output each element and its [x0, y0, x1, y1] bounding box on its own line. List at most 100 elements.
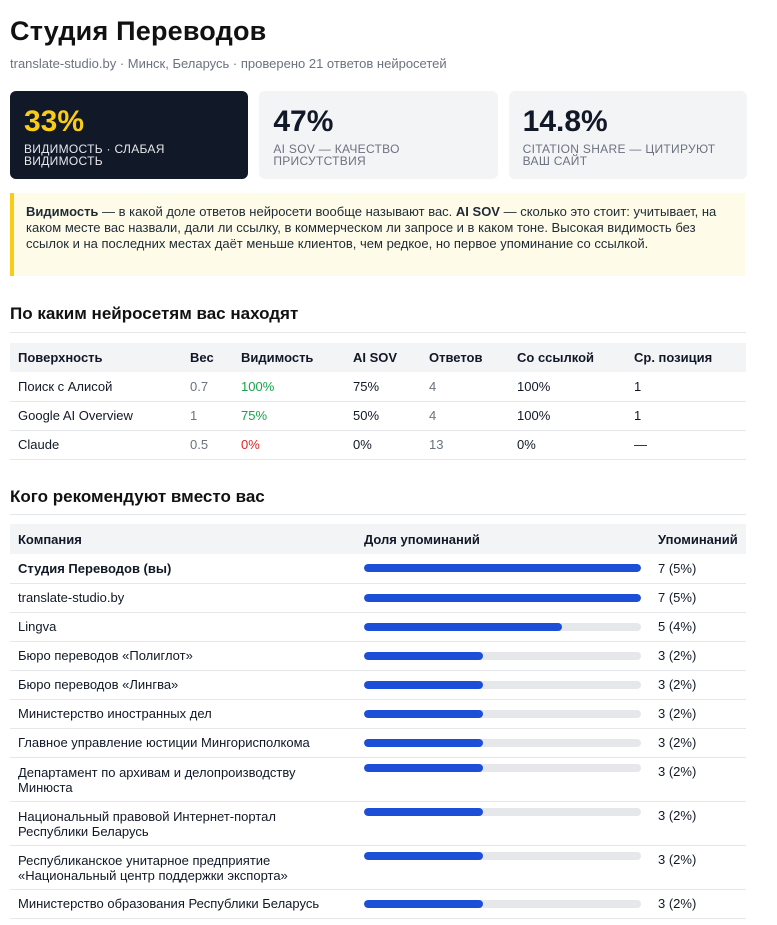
- page-title: Студия Переводов: [10, 16, 267, 46]
- note-term-ai-sov: AI SOV: [455, 204, 500, 219]
- share-bar-track: [364, 709, 641, 718]
- section-title-competitors: Кого рекомендуют вместо вас: [10, 487, 265, 506]
- cell-answers: 4: [421, 401, 509, 431]
- metric-card-citation-share: 14.8% Citation share — цитируют ваш сайт: [508, 91, 747, 179]
- share-bar-track: [364, 564, 641, 573]
- explanation-note: Видимость — в какой доле ответов нейросе…: [10, 193, 745, 276]
- share-bar-cell: [356, 728, 650, 758]
- column-header: Видимость: [233, 343, 345, 372]
- share-bar-fill: [364, 709, 483, 718]
- cell-visibility: 0%: [233, 430, 345, 460]
- share-bar-cell: [356, 583, 650, 613]
- share-bar-fill: [364, 651, 483, 660]
- share-bar-fill: [364, 763, 483, 772]
- company-name: Министерство иностранных дел: [10, 699, 356, 729]
- share-bar-track: [364, 851, 641, 860]
- mention-count: 7 (5%): [650, 583, 746, 613]
- section-title-surfaces: По каким нейросетям вас находят: [10, 304, 299, 323]
- competitors-table: Компания Доля упоминаний Упоминаний Студ…: [10, 524, 746, 919]
- share-bar-cell: [356, 641, 650, 671]
- share-bar-cell: [356, 699, 650, 729]
- column-header: Ср. позиция: [626, 343, 746, 372]
- table-row: Claude 0.5 0% 0% 13 0% —: [10, 430, 746, 460]
- table-row: Департамент по архивам и делопроизводств…: [10, 757, 746, 802]
- share-bar-cell: [356, 670, 650, 700]
- cell-sov: 50%: [345, 401, 421, 431]
- metric-label: Видимость · слабая видимость: [24, 142, 165, 168]
- share-bar-fill: [364, 564, 641, 573]
- metric-card-ai-sov: 47% AI SOV — качество присутствия: [259, 91, 498, 179]
- metric-value: 14.8%: [522, 105, 608, 138]
- table-row: translate-studio.by 7 (5%): [10, 583, 746, 613]
- share-bar-track: [364, 680, 641, 689]
- table-header-row: Поверхность Вес Видимость AI SOV Ответов…: [10, 343, 746, 372]
- cell-surface: Claude: [10, 430, 182, 460]
- table-row: Lingva 5 (4%): [10, 612, 746, 642]
- table-row: Google AI Overview 1 75% 50% 4 100% 1: [10, 401, 746, 431]
- metric-label: AI SOV — качество присутствия: [273, 142, 400, 168]
- cell-linked: 0%: [509, 430, 626, 460]
- page-subtitle: translate-studio.by · Минск, Беларусь · …: [10, 56, 447, 71]
- mention-count: 3 (2%): [650, 641, 746, 671]
- company-name: Республиканское унитарное предприятие «Н…: [10, 845, 356, 890]
- share-bar-cell: [356, 554, 650, 584]
- share-bar-track: [364, 651, 641, 660]
- cell-answers: 4: [421, 372, 509, 402]
- column-header: Со ссылкой: [509, 343, 626, 372]
- share-bar-cell: [356, 612, 650, 642]
- company-name: Главное управление юстиции Мингорисполко…: [10, 728, 356, 758]
- metric-card-visibility: 33% Видимость · слабая видимость: [10, 91, 249, 179]
- share-bar-fill: [364, 680, 483, 689]
- column-header: Компания: [10, 524, 356, 554]
- section-divider: [10, 332, 746, 333]
- mention-count: 3 (2%): [650, 728, 746, 758]
- cell-surface: Google AI Overview: [10, 401, 182, 431]
- mention-count: 3 (2%): [650, 801, 746, 846]
- share-bar-track: [364, 622, 641, 631]
- cell-position: —: [626, 430, 746, 460]
- share-bar-fill: [364, 899, 483, 908]
- mention-count: 7 (5%): [650, 554, 746, 584]
- column-header: Ответов: [421, 343, 509, 372]
- note-text-visibility: — в какой доле ответов нейросети вообще …: [98, 204, 456, 219]
- share-bar-fill: [364, 622, 562, 631]
- share-bar-fill: [364, 851, 483, 860]
- share-bar-track: [364, 593, 641, 602]
- mention-count: 3 (2%): [650, 889, 746, 919]
- mention-count: 5 (4%): [650, 612, 746, 642]
- cell-position: 1: [626, 401, 746, 431]
- table-row: Студия Переводов (вы) 7 (5%): [10, 554, 746, 584]
- company-name: Lingva: [10, 612, 356, 642]
- share-bar-track: [364, 738, 641, 747]
- share-bar-track: [364, 899, 641, 908]
- mention-count: 3 (2%): [650, 699, 746, 729]
- metric-label: Citation share — цитируют ваш сайт: [522, 142, 716, 168]
- cell-linked: 100%: [509, 401, 626, 431]
- table-row: Министерство образования Республики Бела…: [10, 889, 746, 919]
- cell-position: 1: [626, 372, 746, 402]
- company-name: Национальный правовой Интернет-портал Ре…: [10, 801, 356, 846]
- share-bar-cell: [356, 801, 650, 846]
- share-bar-fill: [364, 738, 483, 747]
- share-bar-cell: [356, 845, 650, 890]
- cell-sov: 0%: [345, 430, 421, 460]
- cell-sov: 75%: [345, 372, 421, 402]
- company-name: Департамент по архивам и делопроизводств…: [10, 757, 356, 802]
- table-row: Национальный правовой Интернет-портал Ре…: [10, 801, 746, 846]
- cell-linked: 100%: [509, 372, 626, 402]
- company-name: translate-studio.by: [10, 583, 356, 613]
- table-row: Министерство иностранных дел 3 (2%): [10, 699, 746, 729]
- table-row: Поиск с Алисой 0.7 100% 75% 4 100% 1: [10, 372, 746, 402]
- column-header: Доля упоминаний: [356, 524, 650, 554]
- company-name: Бюро переводов «Полиглот»: [10, 641, 356, 671]
- section-divider: [10, 514, 746, 515]
- cell-weight: 0.5: [182, 430, 233, 460]
- company-name: Студия Переводов (вы): [10, 554, 356, 584]
- metric-value: 33%: [24, 105, 85, 138]
- table-row: Главное управление юстиции Мингорисполко…: [10, 728, 746, 758]
- mention-count: 3 (2%): [650, 757, 746, 802]
- competitors-table-body: Студия Переводов (вы) 7 (5%) translate-stu…: [10, 554, 746, 919]
- company-name: Бюро переводов «Лингва»: [10, 670, 356, 700]
- column-header: AI SOV: [345, 343, 421, 372]
